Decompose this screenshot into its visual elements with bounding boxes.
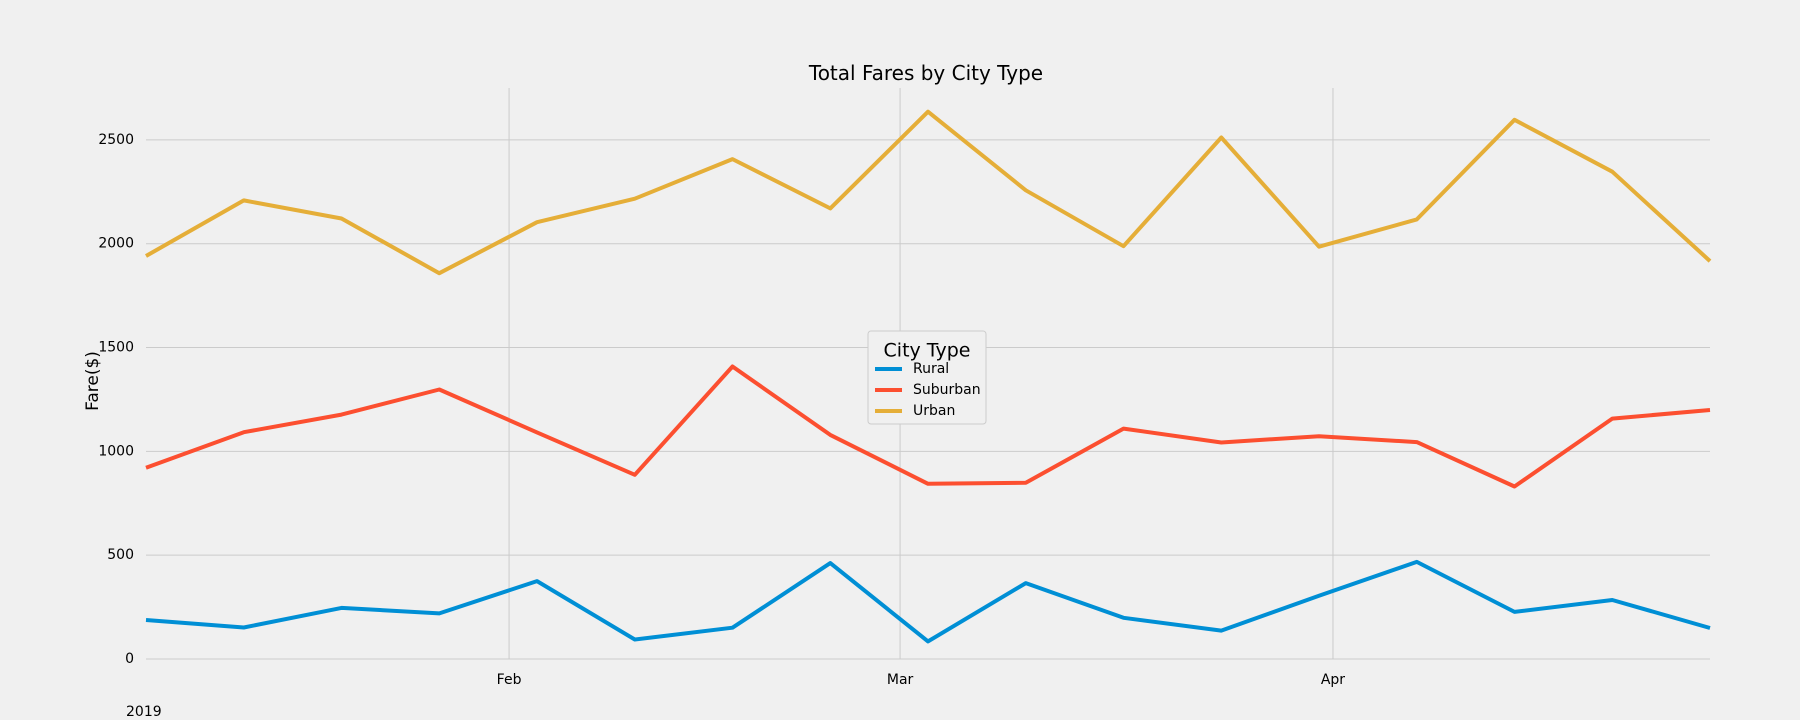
y-tick-label: 1500 <box>98 340 134 356</box>
chart-title: Total Fares by City Type <box>808 61 1043 85</box>
gridlines <box>146 88 1710 660</box>
y-tick-label: 2500 <box>98 132 134 148</box>
y-tick-label: 1000 <box>98 443 134 459</box>
legend-label-urban: Urban <box>913 403 955 419</box>
legend-box <box>867 330 987 425</box>
series-lines <box>145 109 1712 644</box>
legend-label-suburban: Suburban <box>913 382 981 398</box>
legend-title: City Type <box>884 340 971 362</box>
series-line-rural <box>145 559 1711 644</box>
x-tick-label: Apr <box>1321 672 1345 688</box>
legend: City Type Rural Suburban Urban <box>867 330 987 425</box>
series-line-urban <box>145 109 1712 276</box>
y-tick-label: 0 <box>125 651 134 667</box>
legend-items: Rural Suburban Urban <box>875 361 981 419</box>
x-tick-label: Mar <box>887 672 914 688</box>
x-axis-year-label: 2019 <box>126 704 162 720</box>
legend-label-rural: Rural <box>913 361 949 377</box>
y-tick-label: 2000 <box>98 236 134 252</box>
series-line-suburban <box>145 364 1711 489</box>
y-axis-label: Fare($) <box>83 351 103 411</box>
x-axis-ticks: Feb Mar Apr <box>497 672 1346 688</box>
y-tick-label: 500 <box>107 547 134 563</box>
x-tick-label: Feb <box>497 672 522 688</box>
y-axis-ticks: 0 500 1000 1500 2000 2500 <box>98 132 134 667</box>
